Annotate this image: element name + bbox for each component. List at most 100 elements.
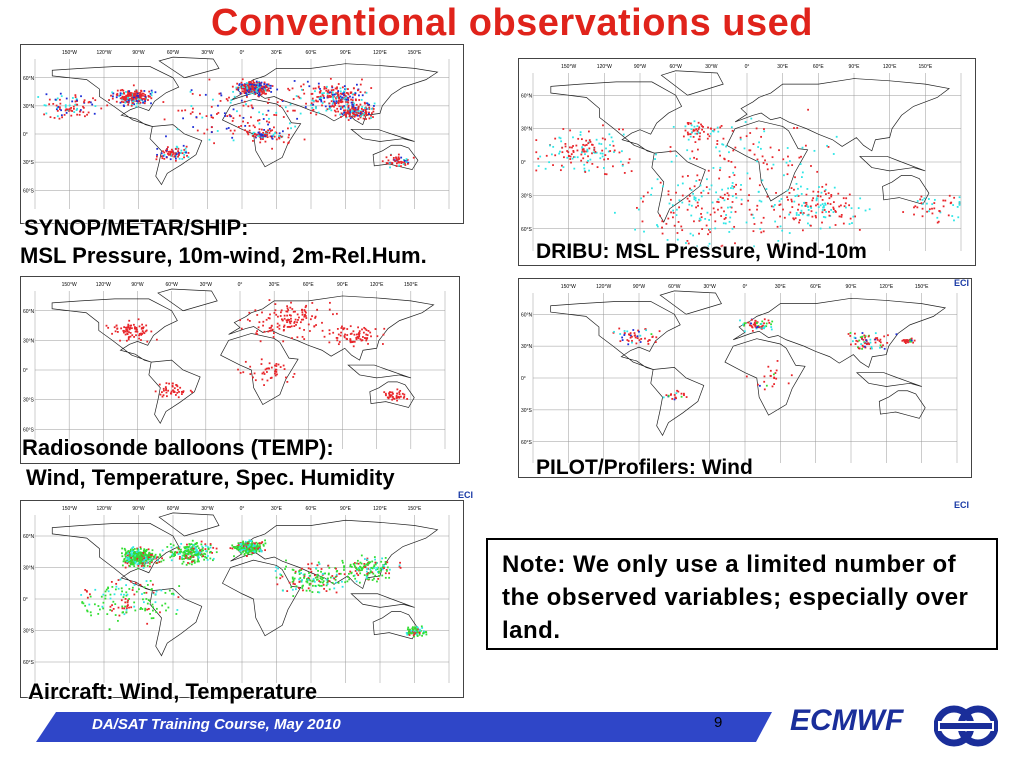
observation-dot [303,573,306,576]
observation-dot [252,80,255,82]
observation-dot [763,375,766,378]
observation-dot [735,183,737,186]
lat-tick-label: 60°S [521,227,533,233]
observation-dot [239,92,242,95]
observation-dot [374,563,377,566]
observation-dot [137,552,140,554]
observation-dot [368,111,370,114]
observation-dot [686,149,689,152]
observation-dot [237,86,240,89]
observation-dot [203,558,206,561]
observation-dot [719,154,721,157]
observation-dot [174,394,177,396]
observation-dot [330,100,333,103]
observation-dot [321,93,324,96]
observation-dot [568,154,570,157]
observation-dot [144,95,147,98]
observation-dot [152,591,155,594]
observation-dot [403,395,406,398]
observation-dot [264,92,266,95]
observation-dot [339,113,342,116]
observation-dot [752,217,755,219]
observation-dot [750,213,753,216]
temp-map-svg: 150°W 120°W 90°W 60°W 30°W 0° 30°E 60°E 90°E 120°… [23,282,446,449]
observation-dot [321,321,323,324]
observation-dot [575,144,578,147]
observation-dot [120,599,123,602]
observation-dot [694,199,697,202]
observation-dot [627,343,630,346]
observation-dot [303,329,305,331]
observation-dot [294,570,297,573]
observation-dot [329,107,332,110]
observation-dot [807,206,809,208]
observation-dot [254,89,257,92]
observation-dot [874,332,877,335]
observation-dot [353,106,356,109]
observation-dot [651,187,653,190]
observation-dot [116,92,119,95]
observation-dot [128,328,131,331]
observation-dot [138,325,141,328]
observation-dot [252,81,255,84]
observation-dot [89,611,92,614]
coastline [660,70,724,96]
observation-dot [753,153,756,156]
observation-dot [672,211,675,214]
observation-dot [177,150,179,153]
observation-dot [869,338,872,341]
observation-dot [165,382,168,385]
observation-dot [581,148,584,151]
observation-dot [798,221,800,224]
observation-dot [673,394,676,396]
observation-dot [335,312,338,315]
observation-dot [130,563,133,566]
observation-dot [758,141,760,144]
observation-dot [349,341,352,344]
observation-dot [293,372,296,375]
observation-dot [753,322,756,324]
observation-dot [721,143,724,146]
observation-dot [115,93,118,96]
observation-dot [304,315,307,317]
observation-dot [787,198,789,201]
observation-dot [411,629,414,632]
observation-dot [122,596,125,599]
observation-dot [822,205,825,207]
observation-dot [278,137,281,140]
observation-dot [105,588,108,591]
observation-dot [86,113,88,116]
observation-dot [153,555,156,558]
observation-dot [403,161,406,164]
observation-dot [157,556,160,559]
observation-dot [150,617,153,620]
observation-dot [232,108,235,111]
observation-dot [262,118,265,120]
observation-dot [276,88,279,91]
observation-dot [318,591,321,594]
observation-dot [382,333,385,336]
observation-dot [231,120,234,122]
observation-dot [665,222,668,225]
observation-dot [244,85,246,88]
observation-dot [252,124,255,127]
observation-dot [136,548,139,551]
observation-dot [146,602,149,605]
observation-dot [401,161,404,164]
observation-dot [250,81,252,84]
observation-dot [819,204,822,207]
observation-dot [391,398,394,401]
observation-dot [122,92,125,94]
observation-dot [713,128,716,131]
observation-dot [58,106,61,109]
pilot-map-svg: 150°W 120°W 90°W 60°W 30°W 0° 30°E 60°E 90°E 120°… [521,284,958,463]
observation-dot [822,206,824,209]
observation-dot [136,330,139,333]
observation-dot [89,101,92,104]
observation-dot [634,336,637,339]
observation-dot [59,102,62,105]
observation-dot [133,94,136,97]
observation-dot [681,201,684,204]
lon-tick-label: 90°E [846,284,858,290]
lon-tick-label: 120°W [96,282,111,288]
